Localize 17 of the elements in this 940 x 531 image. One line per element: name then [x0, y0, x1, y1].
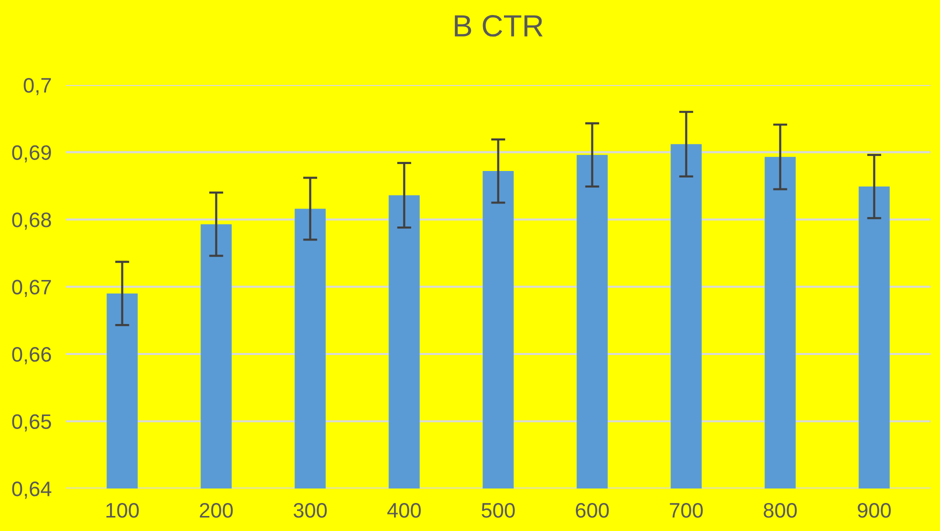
x-tick-label: 900 [858, 502, 891, 518]
y-tick-label: 0,7 [24, 78, 51, 96]
chart-title: B CTR [454, 15, 543, 37]
x-tick-label: 700 [670, 502, 703, 518]
x-tick-label: 200 [200, 502, 233, 518]
x-tick-label: 800 [764, 502, 797, 518]
y-tick-label: 0,69 [12, 145, 51, 162]
y-tick-label: 0,68 [12, 212, 52, 230]
x-tick-label: 100 [106, 502, 139, 518]
y-tick-label: 0,66 [12, 347, 51, 364]
y-tick-label: 0,65 [12, 414, 52, 432]
x-tick-label: 600 [576, 502, 609, 518]
y-tick-label: 0,67 [12, 280, 51, 297]
x-tick-label: 400 [387, 502, 421, 518]
x-tick-label: 300 [294, 502, 327, 518]
x-tick-label: 500 [482, 502, 515, 518]
y-tick-label: 0,64 [12, 482, 52, 499]
